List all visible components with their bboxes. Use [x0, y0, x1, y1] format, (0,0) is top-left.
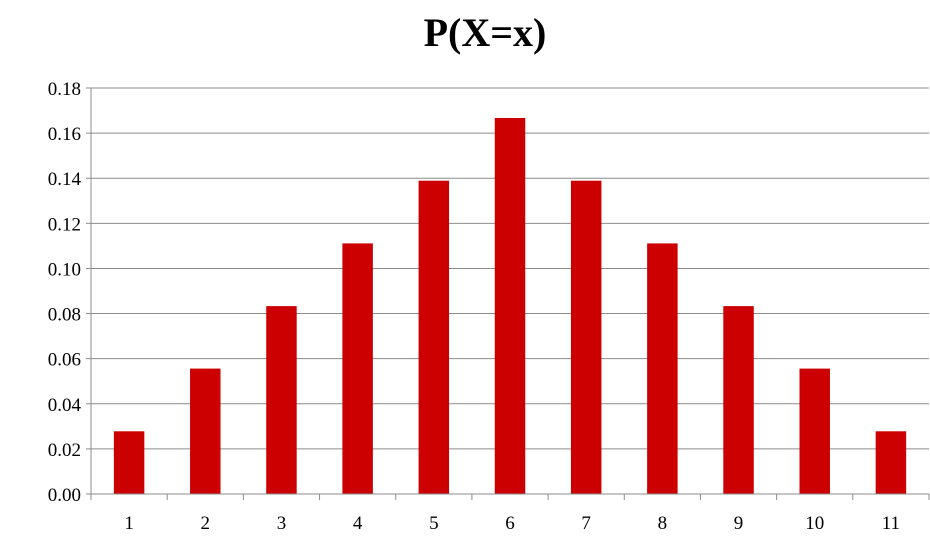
- x-tick-label: 7: [581, 513, 591, 534]
- bar-11: [875, 431, 907, 494]
- chart-title: P(X=x): [424, 10, 547, 55]
- y-tick-label: 0.02: [48, 440, 81, 461]
- x-tick-label: 6: [505, 513, 515, 534]
- bar-9: [723, 306, 754, 494]
- x-tick-label: 3: [277, 513, 287, 534]
- bar-3: [266, 306, 297, 494]
- y-axis-tick-labels: 0.00 0.02 0.04 0.06 0.08 0.10 0.12 0.14 0.16 0.18: [48, 79, 82, 506]
- y-tick-label: 0.08: [48, 305, 81, 326]
- axes: [86, 87, 930, 500]
- x-tick-label: 8: [658, 513, 668, 534]
- x-axis-tick-labels: 1 2 3 4 5 6 7 8 9 10 11: [124, 513, 900, 534]
- x-tick-label: 9: [734, 513, 744, 534]
- bar-4: [342, 243, 373, 494]
- y-tick-label: 0.12: [48, 214, 81, 235]
- bar-6: [494, 117, 526, 494]
- x-tick-label: 2: [201, 513, 211, 534]
- y-tick-label: 0.14: [48, 169, 82, 190]
- x-tick-label: 10: [805, 513, 824, 534]
- bar-10: [799, 368, 830, 494]
- x-tick-label: 1: [124, 513, 134, 534]
- bar-1: [113, 431, 145, 494]
- y-tick-label: 0.10: [48, 259, 81, 280]
- x-tick-label: 11: [882, 513, 900, 534]
- x-tick-label: 4: [353, 513, 363, 534]
- x-tick-label: 5: [429, 513, 439, 534]
- bars: [113, 117, 907, 494]
- bar-7: [570, 180, 602, 494]
- bar-8: [647, 243, 678, 494]
- y-tick-label: 0.16: [48, 124, 81, 145]
- y-tick-label: 0.18: [48, 79, 81, 100]
- bar-5: [418, 180, 450, 494]
- bar-2: [190, 368, 221, 494]
- y-tick-label: 0.00: [48, 485, 81, 506]
- y-tick-label: 0.04: [48, 395, 82, 416]
- y-tick-label: 0.06: [48, 350, 81, 371]
